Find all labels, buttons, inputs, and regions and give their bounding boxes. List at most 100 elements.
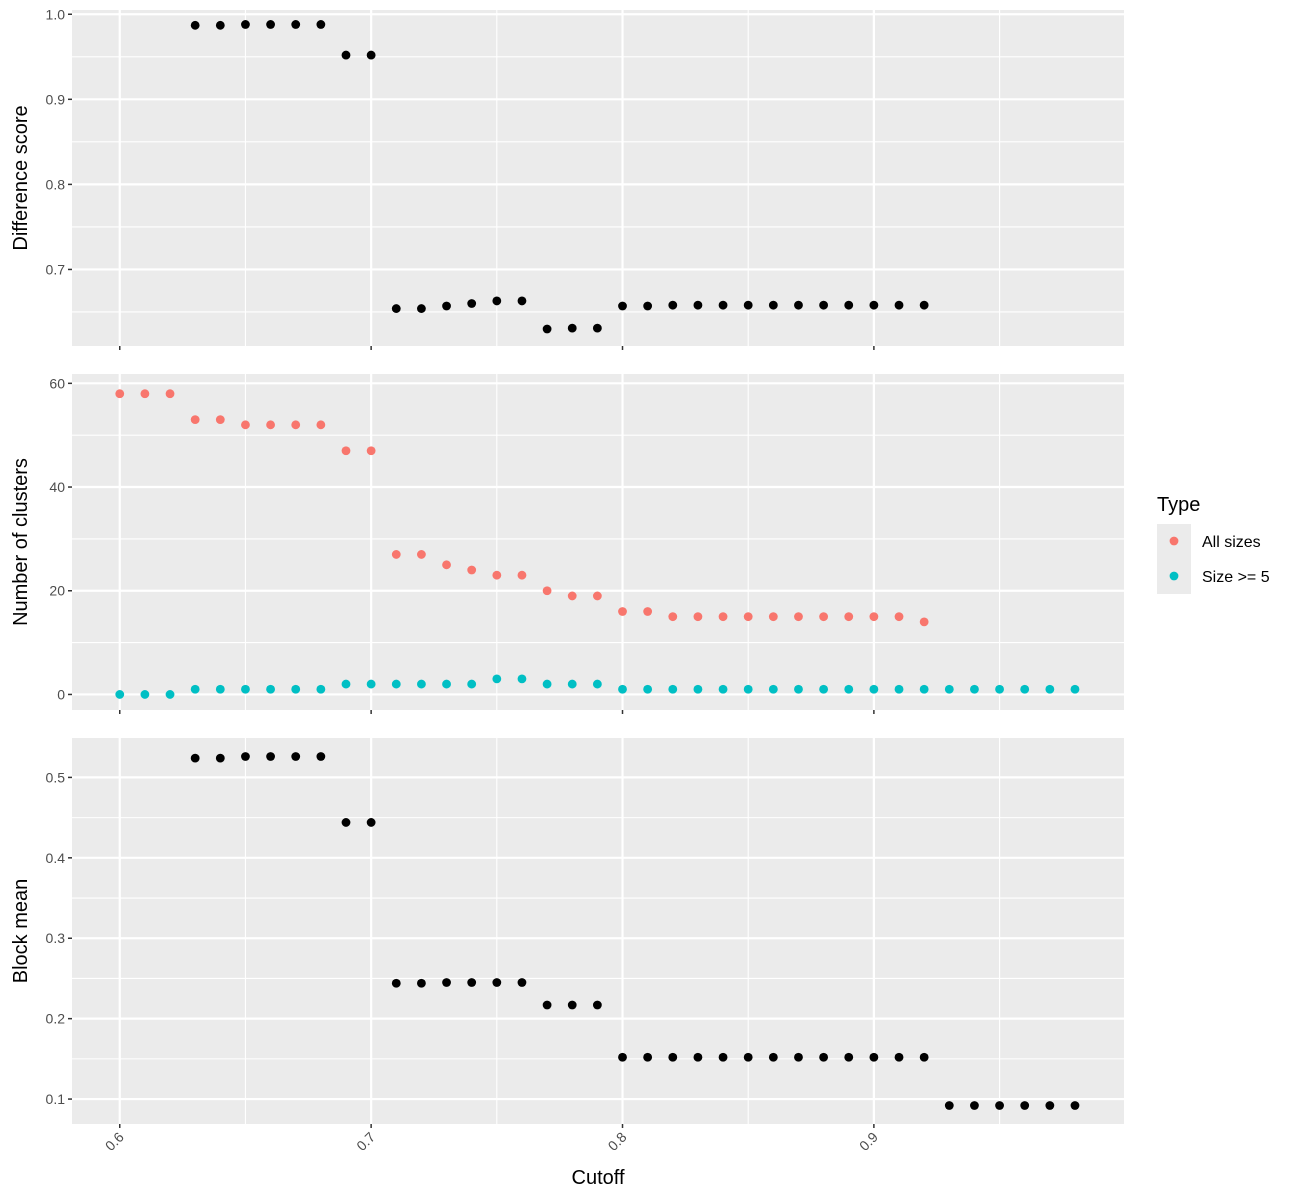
data-point [567,1000,577,1010]
data-point [165,690,175,699]
data-point [1070,684,1080,694]
data-point [794,684,803,694]
y-axis-title-number-of-clusters: Number of clusters [10,458,32,626]
data-point [944,684,954,694]
data-point [643,607,653,616]
data-point [517,978,527,987]
data-point [643,1052,653,1062]
y-tick-label: 0.1 [46,1091,66,1107]
panel-number-of-clusters: 0 20 40 60 Number of clusters [10,374,1124,714]
series-number-of-clusters-0 [115,389,929,627]
data-point [442,301,451,311]
data-point [442,978,451,987]
data-point [517,570,527,580]
data-point [417,978,426,988]
data-point [592,679,602,689]
panel-background [72,10,1124,346]
legend-key-point [1169,571,1179,581]
legend-label-all-sizes: All sizes [1202,534,1261,551]
data-point [819,300,829,310]
data-point [467,565,477,575]
data-point [693,684,703,694]
data-point [291,684,301,694]
data-point [693,1052,703,1062]
data-point [592,323,602,333]
data-point [190,684,200,694]
data-point [391,978,401,988]
data-point [718,300,728,310]
data-point [1045,1101,1055,1110]
data-point [266,20,275,29]
data-point [492,296,502,306]
data-point [618,684,627,694]
data-point [115,690,125,699]
series-block-mean-0 [190,752,1080,1110]
data-point [266,420,275,430]
data-point [316,20,326,29]
data-point [266,684,275,694]
x-tick-label: 0.6 [102,1129,127,1154]
data-point [215,20,225,30]
y-tick-label: 0.8 [46,176,66,192]
data-point [618,1052,627,1062]
data-point [844,684,854,694]
y-axis-title-block-mean: Block mean [10,879,32,984]
data-point [241,684,250,694]
x-tick-label: 0.9 [856,1129,881,1154]
panel-block-mean: 0.1 0.2 0.3 0.4 0.5 Block mean [10,738,1124,1128]
data-point [894,684,904,694]
data-point [718,684,728,694]
data-point [693,612,703,622]
data-point [316,684,326,694]
data-point [291,752,301,761]
y-axis-title-difference-score: Difference score [10,105,32,250]
panel-difference-score: 0.7 0.8 0.9 1.0 Difference score [10,6,1124,350]
data-point [391,679,401,689]
data-point [844,300,854,310]
data-point [944,1101,954,1110]
data-point [391,550,401,559]
data-point [567,323,577,333]
data-point [567,591,577,601]
data-point [140,389,150,399]
panel-background [72,374,1124,710]
data-point [668,684,678,694]
data-point [492,674,502,684]
data-point [366,679,376,689]
data-point [743,612,753,622]
data-point [316,420,326,430]
data-point [341,446,351,456]
data-point [869,612,879,622]
data-point [467,978,477,987]
data-point [718,612,728,622]
data-point [567,679,577,689]
x-tick-labels: 0.6 0.7 0.8 0.9 [102,1129,881,1154]
data-point [140,690,150,699]
data-point [869,300,879,310]
y-tick-label: 0 [57,686,65,702]
data-point [1045,684,1055,694]
data-point [241,420,250,430]
data-point [794,612,803,622]
data-point [542,1000,552,1010]
data-point [819,1052,829,1062]
y-tick-label: 20 [49,583,65,599]
legend-title: Type [1157,494,1200,516]
data-point [417,679,426,689]
data-point [442,560,451,570]
data-point [592,591,602,601]
y-tick-label: 0.7 [46,261,66,277]
data-point [668,612,678,622]
y-tick-label: 1.0 [46,6,66,22]
data-point [190,753,200,763]
data-point [919,684,929,694]
y-tick-label: 0.9 [46,91,66,107]
data-point [743,300,753,310]
data-point [165,389,175,399]
data-point [894,300,904,310]
data-point [768,612,778,622]
series-difference-score-0 [190,20,929,334]
data-point [417,304,426,313]
data-point [844,612,854,622]
data-point [844,1052,854,1062]
